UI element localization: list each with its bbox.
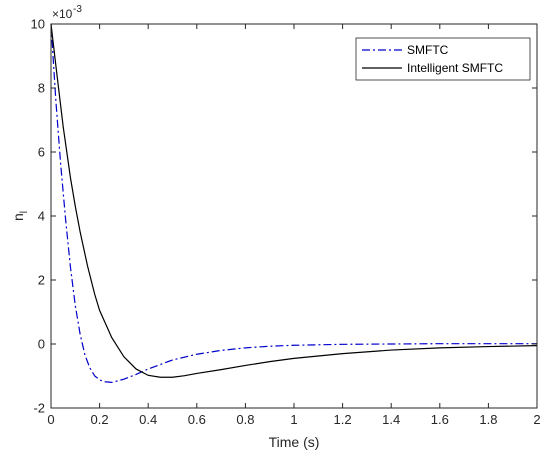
y-tick-label: -2 (33, 401, 45, 416)
series-line-smftc (50, 23, 537, 384)
x-tick-label: 0.2 (91, 412, 109, 427)
legend-box (355, 37, 531, 81)
x-axis-label: Time (s) (269, 434, 320, 450)
legend-label-smftc: SMFTC (407, 43, 449, 57)
x-tick-label: 0 (47, 412, 54, 427)
x-tick-label: 1.4 (382, 412, 400, 427)
y-tick-label: 8 (38, 81, 45, 96)
y-axis-label: nl (10, 211, 30, 221)
y-axis-label-main: n (10, 213, 26, 221)
x-tick-label: 0.8 (236, 412, 254, 427)
x-tick-label: 1.6 (431, 412, 449, 427)
y-multiplier-base: ×10 (52, 7, 73, 21)
y-tick-label: 6 (38, 145, 45, 160)
series-layer (50, 23, 538, 384)
x-tick-label: 0.6 (188, 412, 206, 427)
plot-area-background (51, 24, 537, 408)
x-tick-label: 1.8 (479, 412, 497, 427)
legend-label-intelligent-smftc: Intelligent SMFTC (407, 61, 503, 75)
x-tick-label: 0.4 (139, 412, 157, 427)
x-tick-label: 2 (533, 412, 540, 427)
x-tick-label: 1.2 (334, 412, 352, 427)
series-line-intelligent-smftc (50, 23, 538, 378)
y-axis: -2 0 2 4 6 8 10 (31, 17, 537, 416)
y-tick-label: 2 (38, 273, 45, 288)
y-tick-label: 10 (31, 17, 45, 32)
legend: SMFTC Intelligent SMFTC (355, 37, 531, 81)
x-axis: 0 0.2 0.4 0.6 0.8 1 1.2 1.4 1.6 1.8 2 (47, 24, 541, 427)
x-tick-label: 1 (290, 412, 297, 427)
y-multiplier-exponent: -3 (73, 4, 82, 15)
y-axis-label-subscript: l (19, 211, 30, 213)
y-tick-label: 4 (38, 209, 45, 224)
y-tick-label: 0 (38, 337, 45, 352)
